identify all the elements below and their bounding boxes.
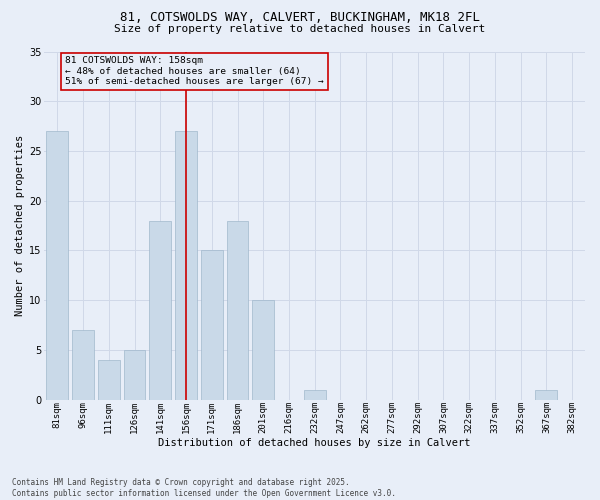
Bar [201,250,223,400]
Bar [98,360,120,400]
X-axis label: Distribution of detached houses by size in Calvert: Distribution of detached houses by size … [158,438,471,448]
Bar [227,220,248,400]
Text: Size of property relative to detached houses in Calvert: Size of property relative to detached ho… [115,24,485,34]
Bar [149,220,171,400]
Bar [253,300,274,400]
Bar [535,390,557,400]
Text: 81, COTSWOLDS WAY, CALVERT, BUCKINGHAM, MK18 2FL: 81, COTSWOLDS WAY, CALVERT, BUCKINGHAM, … [120,11,480,24]
Y-axis label: Number of detached properties: Number of detached properties [15,135,25,316]
Bar [175,131,197,400]
Text: Contains HM Land Registry data © Crown copyright and database right 2025.
Contai: Contains HM Land Registry data © Crown c… [12,478,396,498]
Bar [124,350,145,400]
Bar [72,330,94,400]
Bar [304,390,326,400]
Text: 81 COTSWOLDS WAY: 158sqm
← 48% of detached houses are smaller (64)
51% of semi-d: 81 COTSWOLDS WAY: 158sqm ← 48% of detach… [65,56,324,86]
Bar [46,131,68,400]
